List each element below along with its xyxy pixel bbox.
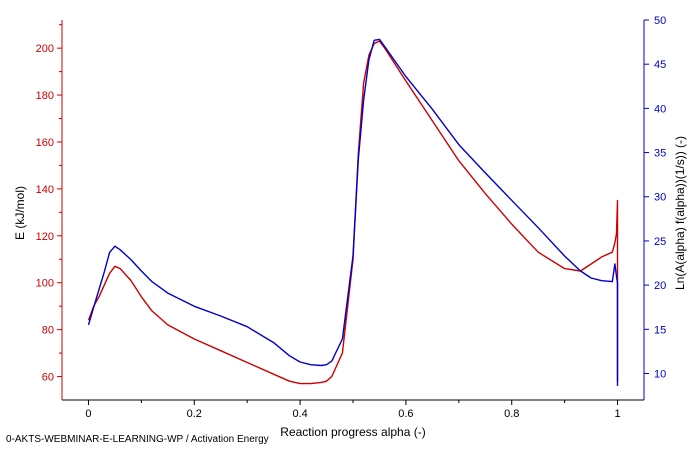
series-layer [87,38,619,386]
y-right-tick-label: 30 [654,192,666,204]
x-tick-label: 1 [614,408,620,420]
x-tick-label: 0.2 [187,408,202,420]
y-right-tick-label: 15 [654,324,666,336]
y-left-tick-label: 180 [36,90,54,102]
y-left-tick-label: 100 [36,278,54,290]
x-tick-label: 0.4 [292,408,307,420]
plot-frame [61,20,645,401]
x-axis-title: Reaction progress alpha (-) [280,425,425,439]
y-axis-right: 10 15 20 25 30 35 40 45 50 [644,15,666,380]
y-axis-left: 60 80 100 120 140 160 180 200 [36,24,62,384]
y-right-tick-label: 45 [654,59,666,71]
x-tick-label: 0 [85,408,91,420]
x-axis: 0 0.2 0.4 0.6 0.8 1 [85,400,621,420]
y-left-tick-label: 80 [42,325,54,337]
x-tick-label: 0.8 [504,408,519,420]
y-right-tick-label: 50 [654,15,666,27]
y-right-tick-label: 40 [654,103,666,115]
y-right-tick-label: 35 [654,148,666,160]
y-left-tick-label: 60 [42,372,54,384]
y-right-tick-label: 25 [654,236,666,248]
y-left-tick-label: 160 [36,137,54,149]
series-line-ln-a [87,38,619,386]
y-right-tick-label: 20 [654,280,666,292]
y-axis-left-title: E (kJ/mol) [13,186,27,240]
y-left-tick-label: 140 [36,184,54,196]
window-caption: 0-AKTS-WEBMINAR-E-LEARNING-WP / Activati… [6,434,269,445]
y-axis-right-title: Ln(A(alpha) f(alpha))(1/s)) (-) [673,136,687,290]
y-left-tick-label: 200 [36,43,54,55]
y-right-tick-label: 10 [654,368,666,380]
y-left-tick-label: 120 [36,231,54,243]
x-tick-label: 0.6 [398,408,413,420]
series-line-e [87,40,619,385]
